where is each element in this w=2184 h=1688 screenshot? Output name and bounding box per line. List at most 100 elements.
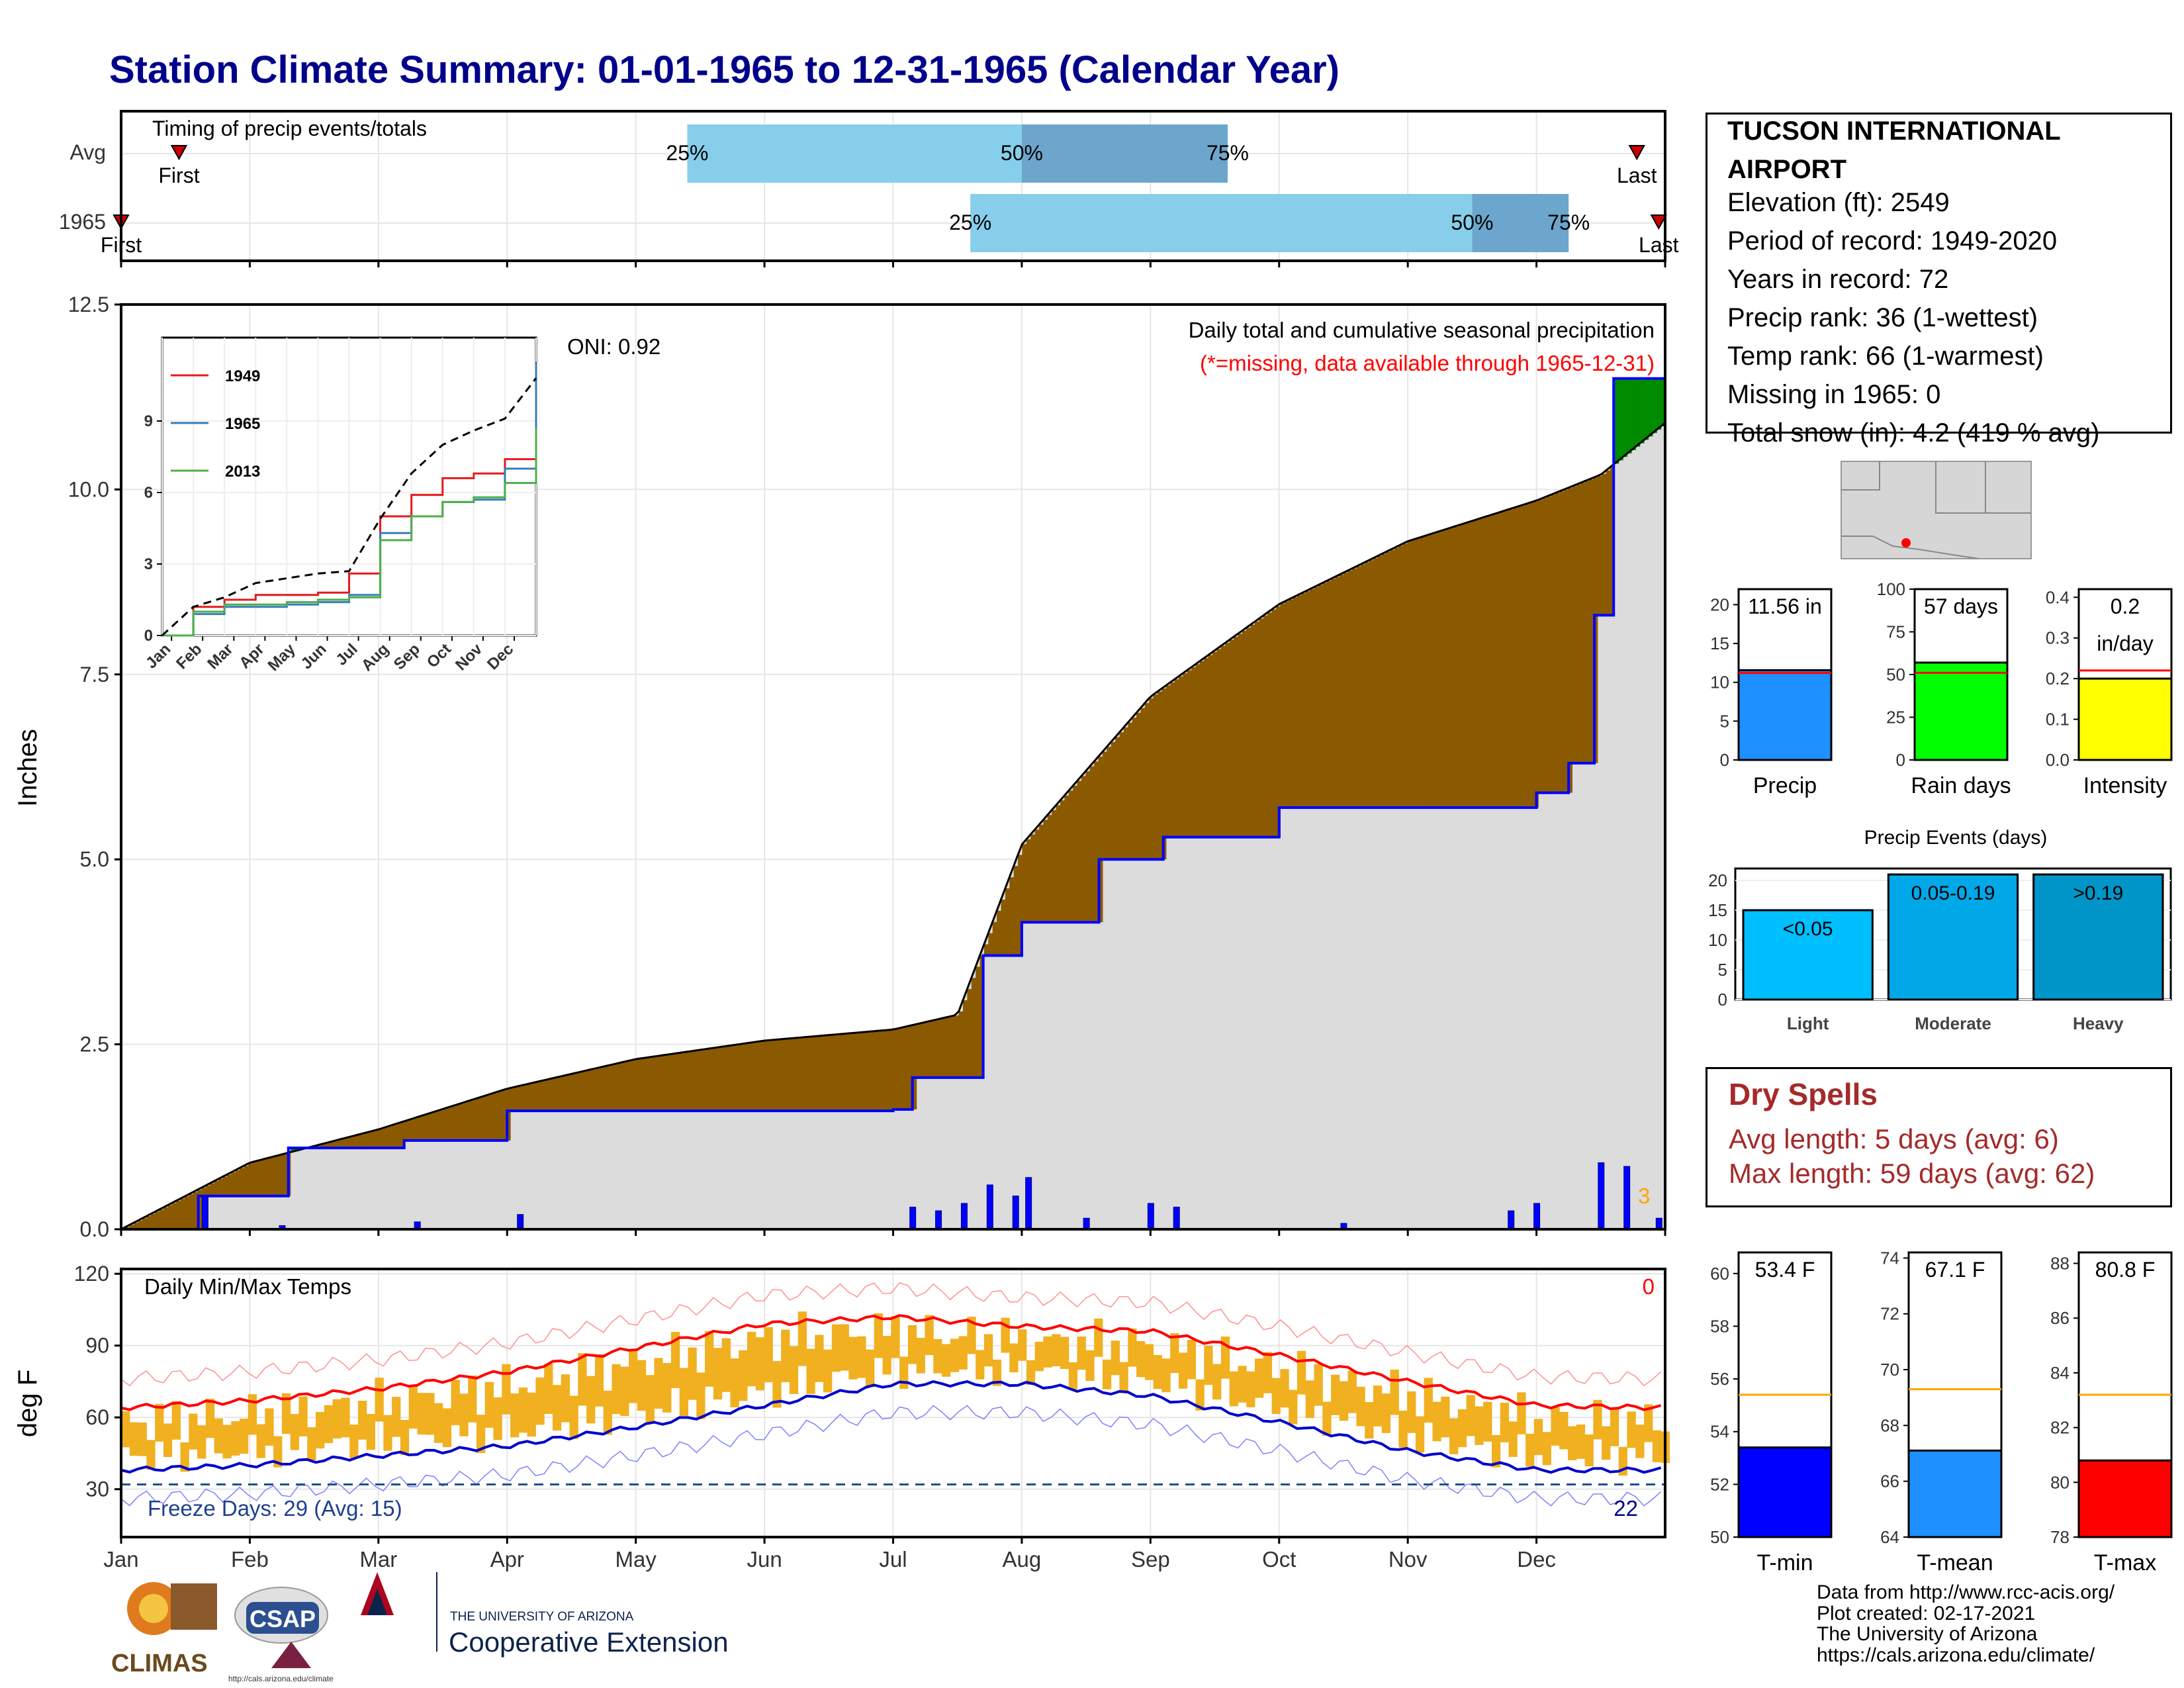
daily-temp-bar <box>298 1396 308 1436</box>
daily-temp-bar <box>1627 1411 1636 1448</box>
precip-deficit-area <box>1335 577 1340 808</box>
daily-precip-bar <box>1533 1203 1541 1230</box>
daily-temp-bar <box>1322 1401 1332 1436</box>
precip-deficit-area <box>527 1084 532 1111</box>
month-label: Mar <box>359 1547 397 1571</box>
precip-deficit-area <box>1365 562 1370 808</box>
t-max-tick-label: 82 <box>2050 1418 2070 1438</box>
timing-q75-label: 75% <box>1547 211 1590 234</box>
precip-deficit-area <box>1394 547 1399 808</box>
daily-temp-bar <box>273 1436 283 1468</box>
timing-bar-upper <box>1021 124 1228 183</box>
daily-temp-bar <box>1432 1401 1441 1442</box>
timing-q50-label: 50% <box>1451 211 1493 234</box>
daily-temp-bar <box>1128 1328 1137 1367</box>
precip-surplus-area <box>1623 378 1628 457</box>
precip-deficit-area <box>1284 601 1289 808</box>
precip-deficit-area <box>1597 476 1602 616</box>
daily-temp-bar <box>831 1324 841 1372</box>
precip-deficit-area <box>819 1035 824 1111</box>
precip-deficit-area <box>933 1020 938 1078</box>
precip-deficit-area <box>794 1038 799 1111</box>
daily-temp-bar <box>1525 1433 1535 1467</box>
precip-deficit-area <box>590 1069 596 1111</box>
footer-line-created: Plot created: 02-17-2021 <box>1817 1602 2036 1624</box>
precip-deficit-area <box>992 921 997 956</box>
precip-deficit-area <box>1584 481 1590 763</box>
precip-deficit-area <box>810 1036 815 1111</box>
precip-deficit-area <box>1297 595 1302 808</box>
precip-deficit-area <box>1487 516 1492 808</box>
daily-temp-bar <box>171 1401 181 1440</box>
daily-temp-bar <box>1229 1371 1238 1407</box>
precip-deficit-area <box>1314 586 1319 808</box>
daily-temp-bar <box>1094 1318 1103 1357</box>
precip-deficit-area <box>1580 483 1586 763</box>
precip-deficit-area <box>134 1223 139 1229</box>
precip-deficit-area <box>426 1114 431 1141</box>
t-max-tick-label: 88 <box>2050 1254 2070 1274</box>
precip-deficit-area <box>852 1033 858 1111</box>
t-max-value-label: 80.8 F <box>2095 1258 2156 1282</box>
precip-total-tick-label: 20 <box>1710 594 1729 614</box>
precip-deficit-area <box>1136 712 1142 860</box>
precip-deficit-area <box>620 1062 625 1111</box>
daily-temp-bar <box>865 1349 875 1387</box>
rain-days-tick-label: 100 <box>1877 579 1905 599</box>
precip-deficit-area <box>1441 530 1446 808</box>
footer-line-data: Data from http://www.rcc-acis.org/ <box>1817 1581 2115 1603</box>
precip-deficit-area <box>1347 570 1353 808</box>
precip-events-category-label: Light <box>1787 1013 1829 1033</box>
precip-total-tick-label: 15 <box>1710 633 1729 653</box>
daily-temp-bar <box>1018 1329 1027 1361</box>
university-logo: THE UNIVERSITY OF ARIZONA Cooperative Ex… <box>361 1572 729 1658</box>
daily-temp-bar <box>942 1344 951 1377</box>
precip-deficit-area <box>387 1126 392 1149</box>
timing-first-label: First <box>158 164 199 187</box>
precip-deficit-area <box>815 1036 820 1111</box>
precip-deficit-area <box>1246 628 1251 837</box>
precip-deficit-area <box>1381 553 1387 808</box>
daily-temp-bar <box>1043 1336 1052 1368</box>
precip-deficit-area <box>1462 524 1467 808</box>
precip-deficit-area <box>1420 537 1425 808</box>
precip-deficit-area <box>603 1066 608 1111</box>
precip-deficit-area <box>535 1082 541 1111</box>
precip-deficit-area <box>1026 839 1031 923</box>
precip-deficit-area <box>1542 498 1547 793</box>
precip-deficit-area <box>721 1047 727 1111</box>
precip-deficit-area <box>1407 541 1412 808</box>
daily-temp-bar <box>815 1335 824 1382</box>
daily-temp-bar <box>1195 1379 1205 1411</box>
daily-temp-bar <box>1289 1389 1298 1425</box>
precip-deficit-area <box>248 1163 253 1196</box>
precip-deficit-area <box>1250 624 1255 837</box>
daily-temp-bar <box>1500 1403 1510 1442</box>
daily-precip-bar <box>1173 1206 1180 1230</box>
precip-deficit-area <box>1157 691 1162 860</box>
daily-precip-bar <box>1025 1177 1032 1230</box>
precip-deficit-area <box>1483 517 1488 808</box>
precip-deficit-area <box>1606 470 1611 616</box>
precip-deficit-area <box>1153 694 1158 860</box>
daily-temp-bar <box>1390 1370 1399 1415</box>
oni-label: ONI: 0.92 <box>567 334 660 359</box>
precip-deficit-area <box>921 1023 926 1078</box>
precip-deficit-area <box>1271 609 1277 837</box>
daily-temp-bar <box>451 1380 460 1425</box>
dry-spells-title: Dry Spells <box>1729 1077 1878 1111</box>
daily-temp-bar <box>442 1408 452 1448</box>
daily-temp-bar <box>1068 1362 1078 1389</box>
precip-deficit-area <box>214 1181 219 1196</box>
precip-deficit-area <box>1360 564 1365 808</box>
precip-deficit-area <box>281 1154 287 1196</box>
daily-temp-bar <box>916 1338 925 1374</box>
daily-temp-bar <box>1381 1393 1391 1433</box>
precip-deficit-area <box>451 1106 456 1141</box>
precip-deficit-area <box>1068 790 1073 923</box>
daily-precip-bar <box>1083 1217 1090 1230</box>
timing-first-marker <box>170 145 188 161</box>
intensity-tick-label: 0.2 <box>2046 669 2070 688</box>
precip-deficit-area <box>983 944 989 956</box>
precip-deficit-area <box>265 1158 270 1196</box>
